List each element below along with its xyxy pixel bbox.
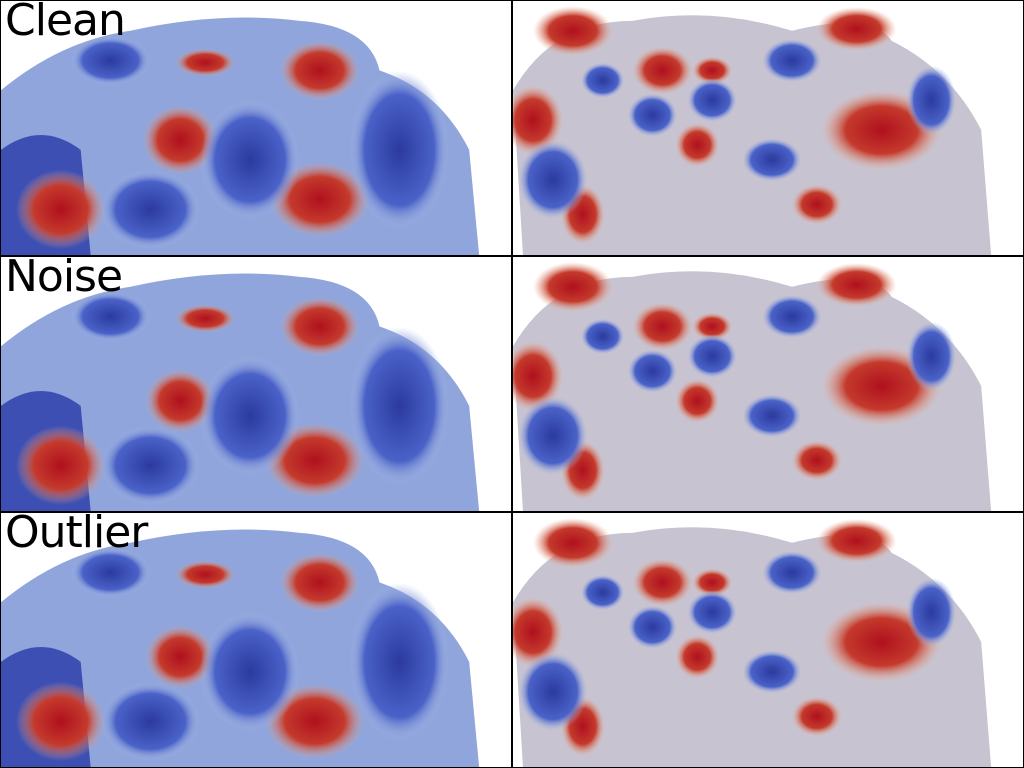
surface-render: [513, 5, 992, 255]
surface-render: [1, 529, 480, 767]
panel-clean-right: [512, 0, 1024, 256]
surface-render: [513, 261, 992, 511]
panel-outlier-right: [512, 512, 1024, 768]
surface-render: [513, 517, 992, 767]
panel-outlier-left: Outlier: [0, 512, 512, 768]
surface-render: [1, 17, 480, 255]
row-label-noise: Noise: [5, 256, 123, 302]
panel-noise-right: [512, 256, 1024, 512]
surface-render: [1, 273, 480, 511]
row-label-outlier: Outlier: [5, 512, 148, 558]
panel-noise-left: Noise: [0, 256, 512, 512]
row-label-clean: Clean: [5, 0, 126, 46]
panel-clean-left: Clean: [0, 0, 512, 256]
